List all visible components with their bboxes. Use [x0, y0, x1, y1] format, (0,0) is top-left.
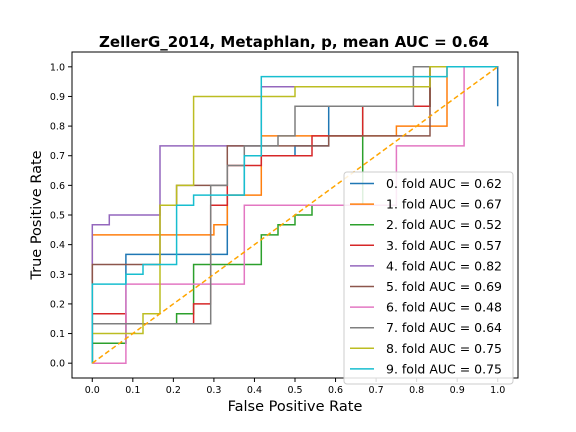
roc-line-fold-9: [91, 66, 498, 364]
y-tick-label: 0.7: [50, 151, 65, 162]
x-tick-label: 0.1: [125, 385, 140, 396]
x-tick-label: 0.3: [206, 385, 221, 396]
legend-entry: 9. fold AUC = 0.75: [386, 361, 502, 376]
y-tick-label: 0.0: [50, 359, 65, 370]
y-tick-label: 0.1: [50, 329, 65, 340]
chance-diagonal-line: [91, 66, 499, 364]
x-axis-label: False Positive Rate: [228, 399, 363, 415]
legend-entry: 2. fold AUC = 0.52: [386, 217, 502, 232]
x-tick-label: 1.0: [490, 385, 505, 396]
plot-area: [91, 66, 499, 364]
legend-entry: 7. fold AUC = 0.64: [386, 320, 502, 335]
x-tick-label: 0.7: [369, 385, 384, 396]
x-tick-label: 0.6: [328, 385, 343, 396]
roc-line-fold-8: [91, 66, 498, 364]
y-tick-label: 0.5: [50, 211, 65, 222]
chart-title: ZellerG_2014, Metaphlan, p, mean AUC = 0…: [99, 33, 489, 51]
x-tick-label: 0.2: [166, 385, 181, 396]
legend-entry: 6. fold AUC = 0.48: [386, 300, 502, 315]
legend: 0. fold AUC = 0.62 1. fold AUC = 0.67 2. f…: [343, 171, 514, 385]
y-tick-label: 0.9: [50, 92, 65, 103]
legend-entry: 5. fold AUC = 0.69: [386, 279, 502, 294]
y-tick-label: 0.4: [50, 240, 65, 251]
y-tick-label: 0.8: [50, 122, 65, 133]
y-tick-label: 0.2: [50, 299, 65, 310]
y-tick-label: 0.6: [50, 181, 65, 192]
x-tick-label: 0.8: [409, 385, 424, 396]
x-tick-label: 0.0: [85, 385, 100, 396]
x-tick-label: 0.9: [450, 385, 465, 396]
legend-entry: 1. fold AUC = 0.67: [386, 197, 502, 212]
y-tick-label: 1.0: [50, 62, 65, 73]
roc-line-fold-1: [91, 66, 498, 364]
y-axis-label: True Positive Rate: [29, 150, 45, 280]
plot-frame: [71, 51, 519, 379]
legend-entry: 4. fold AUC = 0.82: [386, 258, 502, 273]
roc-line-fold-6: [92, 66, 498, 364]
roc-line-fold-7: [91, 66, 498, 364]
x-tick-label: 0.4: [247, 385, 262, 396]
legend-entry: 8. fold AUC = 0.75: [386, 341, 502, 356]
legend-box: [343, 171, 514, 385]
legend-entry: 0. fold AUC = 0.62: [386, 176, 502, 191]
x-tick-label: 0.5: [287, 385, 302, 396]
y-tick-label: 0.3: [50, 270, 65, 281]
legend-entry: 3. fold AUC = 0.57: [386, 238, 502, 253]
